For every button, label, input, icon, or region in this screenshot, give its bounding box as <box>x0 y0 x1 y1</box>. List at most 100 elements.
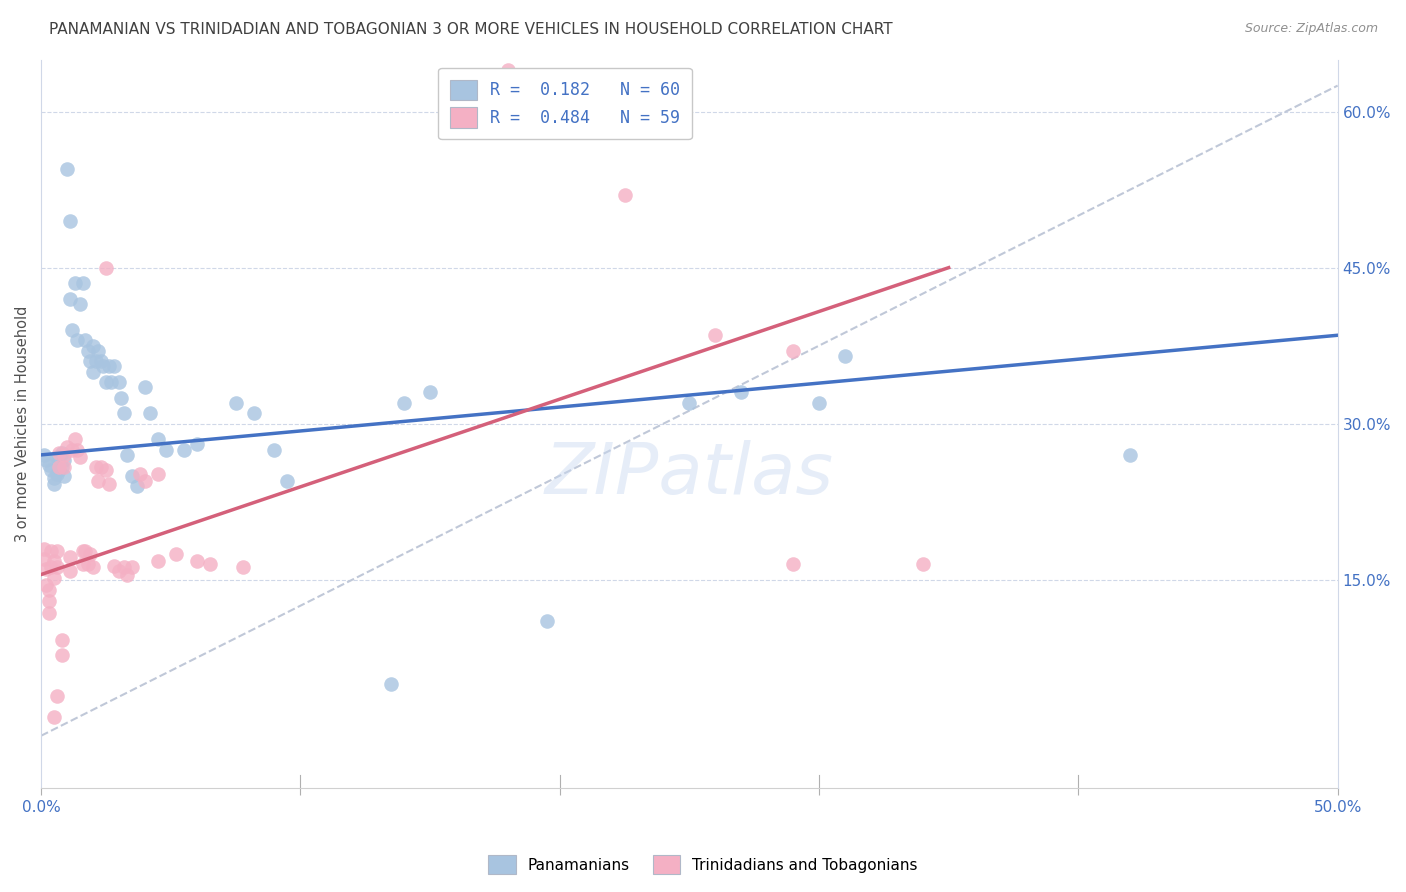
Point <box>41 543 63 558</box>
Point <box>60 442 83 457</box>
Point <box>100 375 122 389</box>
Point <box>82 560 104 574</box>
Point <box>38 458 60 473</box>
Point <box>72 557 94 571</box>
Point <box>66 442 89 457</box>
Point <box>63 277 86 291</box>
Point <box>82 365 104 379</box>
Point <box>108 375 131 389</box>
Point <box>115 448 138 462</box>
Point <box>59 565 82 579</box>
Point <box>97 477 120 491</box>
Point <box>165 547 187 561</box>
Point <box>84 354 107 368</box>
Point <box>225 396 247 410</box>
Point <box>53 453 76 467</box>
Point <box>35 578 58 592</box>
Point <box>42 477 65 491</box>
Point <box>782 557 804 571</box>
Point <box>198 557 221 571</box>
Point <box>45 560 67 574</box>
Point <box>103 559 125 574</box>
Point <box>834 349 856 363</box>
Text: ZIPatlas: ZIPatlas <box>546 440 834 509</box>
Point <box>263 442 285 457</box>
Point <box>51 460 73 475</box>
Point <box>69 297 91 311</box>
Point <box>97 359 120 374</box>
Text: Source: ZipAtlas.com: Source: ZipAtlas.com <box>1244 22 1378 36</box>
Point <box>51 648 73 662</box>
Point <box>45 450 67 464</box>
Point <box>53 468 76 483</box>
Point <box>613 187 636 202</box>
Point <box>51 633 73 648</box>
Point <box>32 448 55 462</box>
Point <box>76 557 98 571</box>
Point <box>121 468 143 483</box>
Point <box>45 690 67 704</box>
Point <box>48 446 70 460</box>
Point <box>90 354 112 368</box>
Point <box>48 460 70 475</box>
Point <box>108 565 131 579</box>
Point <box>66 334 89 348</box>
Point <box>59 214 82 228</box>
Point <box>134 380 156 394</box>
Point <box>42 471 65 485</box>
Point <box>186 554 208 568</box>
Point <box>72 277 94 291</box>
Point <box>704 328 727 343</box>
Point <box>103 359 125 374</box>
Text: PANAMANIAN VS TRINIDADIAN AND TOBAGONIAN 3 OR MORE VEHICLES IN HOUSEHOLD CORRELA: PANAMANIAN VS TRINIDADIAN AND TOBAGONIAN… <box>49 22 893 37</box>
Point <box>1119 448 1142 462</box>
Point <box>41 463 63 477</box>
Point <box>782 343 804 358</box>
Point <box>730 385 752 400</box>
Point <box>678 396 700 410</box>
Point <box>35 562 58 576</box>
Point <box>242 406 264 420</box>
Point <box>93 359 115 374</box>
Point <box>94 463 117 477</box>
Point <box>48 450 70 464</box>
Point <box>186 437 208 451</box>
Point <box>112 406 135 420</box>
Point <box>53 460 76 475</box>
Point <box>82 339 104 353</box>
Point <box>48 463 70 477</box>
Point <box>808 396 831 410</box>
Point <box>110 391 132 405</box>
Point <box>75 334 97 348</box>
Point <box>35 453 58 467</box>
Point <box>32 541 55 556</box>
Point <box>76 343 98 358</box>
Point <box>59 549 82 564</box>
Point <box>146 554 169 568</box>
Point <box>392 396 415 410</box>
Point <box>112 560 135 574</box>
Point <box>94 375 117 389</box>
Point <box>79 354 101 368</box>
Point <box>146 467 169 481</box>
Point <box>496 62 519 77</box>
Point <box>115 567 138 582</box>
Point <box>139 406 162 420</box>
Point <box>51 446 73 460</box>
Point <box>45 467 67 481</box>
Point <box>56 440 79 454</box>
Point <box>42 710 65 724</box>
Point <box>173 442 195 457</box>
Point <box>45 543 67 558</box>
Point <box>419 385 441 400</box>
Point <box>121 560 143 574</box>
Point <box>38 606 60 620</box>
Y-axis label: 3 or more Vehicles in Household: 3 or more Vehicles in Household <box>15 305 30 541</box>
Point <box>41 560 63 574</box>
Point <box>911 557 934 571</box>
Point <box>38 583 60 598</box>
Point <box>42 554 65 568</box>
Point <box>42 571 65 585</box>
Point <box>84 460 107 475</box>
Point <box>32 552 55 566</box>
